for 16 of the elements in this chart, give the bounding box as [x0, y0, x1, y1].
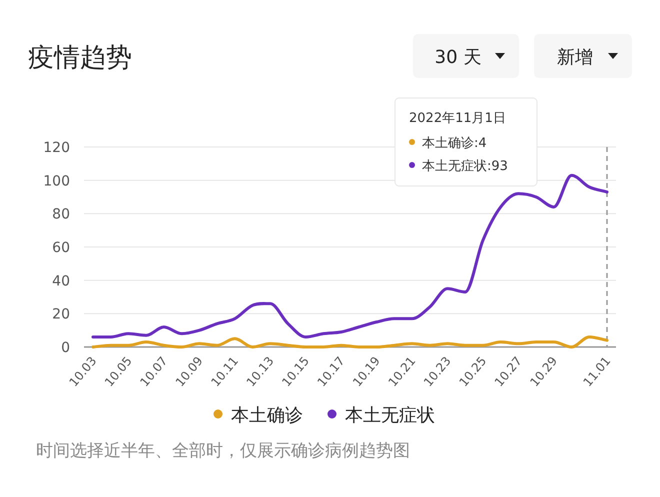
- text: 新增: [557, 47, 593, 68]
- y-tick-label: 120: [43, 140, 70, 156]
- legend-label: 本土确诊: [231, 405, 303, 426]
- y-tick-label: 40: [52, 273, 70, 290]
- y-tick-label: 100: [43, 173, 70, 190]
- legend-label: 本土无症状: [345, 405, 435, 426]
- y-tick-label: 0: [61, 340, 70, 356]
- tooltip: 2022年11月1日 本土确诊:4 本土无症状:93: [394, 98, 538, 186]
- y-tick-label: 60: [52, 240, 70, 256]
- annotation: 本土无症状:93: [422, 159, 508, 174]
- text: 30 天: [434, 47, 482, 68]
- chart-title: 疫情趋势: [28, 43, 132, 73]
- y-tick-label: 80: [52, 206, 70, 223]
- annotation: 本土确诊:4: [422, 136, 487, 151]
- y-tick-label: 20: [52, 306, 70, 323]
- text: 时间选择近半年、全部时，仅展示确诊病例趋势图: [36, 441, 410, 461]
